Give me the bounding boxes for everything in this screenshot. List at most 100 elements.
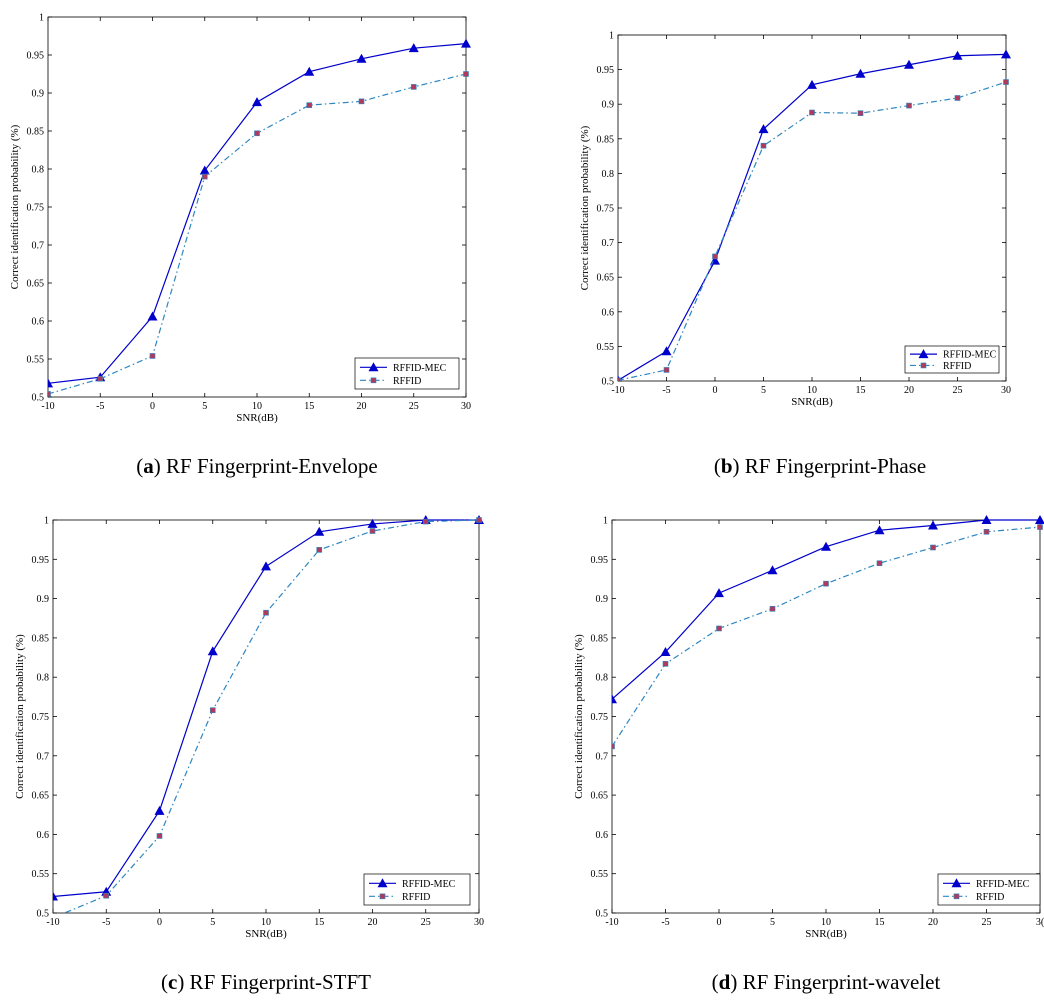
data-point bbox=[952, 50, 963, 60]
legend-marker bbox=[953, 893, 960, 900]
x-tick-label: 30 bbox=[474, 917, 484, 928]
x-tick-label: 15 bbox=[875, 917, 885, 928]
legend: RFFID-MEC RFFID bbox=[363, 873, 471, 906]
series-rffid bbox=[618, 79, 1009, 381]
y-tick-label: 0.85 bbox=[27, 127, 45, 138]
data-point bbox=[983, 528, 990, 535]
series-line bbox=[612, 526, 1041, 747]
data-point bbox=[1001, 49, 1011, 59]
x-tick-label: 30 bbox=[461, 401, 471, 412]
data-point bbox=[154, 805, 165, 815]
data-point bbox=[147, 311, 158, 321]
x-axis-label: SNR(dB) bbox=[245, 928, 287, 940]
data-point bbox=[714, 588, 724, 598]
series-line bbox=[48, 73, 467, 395]
legend-label: RFFID-MEC bbox=[976, 879, 1030, 890]
x-axis-label: SNR(dB) bbox=[805, 928, 847, 940]
x-tick-label: -10 bbox=[41, 401, 54, 412]
legend-marker bbox=[918, 349, 929, 359]
x-tick-label: 25 bbox=[953, 385, 963, 396]
data-point bbox=[306, 102, 313, 108]
y-tick-label: 0.8 bbox=[32, 165, 45, 176]
data-point bbox=[769, 606, 776, 612]
legend-marker bbox=[951, 878, 962, 888]
x-tick-label: 0 bbox=[717, 917, 722, 928]
x-tick-label: -5 bbox=[102, 917, 110, 928]
y-axis-label: Correct identification probability (%) bbox=[9, 124, 21, 289]
figure-caption: (c) RF Fingerprint-STFT bbox=[161, 970, 371, 994]
caption-text: ) RF Fingerprint-Phase bbox=[733, 454, 927, 478]
y-tick-label: 0.6 bbox=[37, 830, 50, 841]
y-tick-label: 0.75 bbox=[591, 712, 609, 723]
data-point bbox=[476, 517, 482, 523]
x-tick-label: 25 bbox=[982, 917, 992, 928]
y-tick-label: 0.95 bbox=[27, 51, 45, 62]
y-axis-label: Correct identification probability (%) bbox=[579, 125, 591, 290]
y-tick-label: 0.55 bbox=[597, 342, 615, 353]
legend: RFFID-MEC RFFID bbox=[937, 873, 1041, 906]
y-tick-label: 0.95 bbox=[32, 555, 50, 566]
plot-frame bbox=[52, 519, 480, 914]
series-rffid-mec bbox=[612, 515, 1044, 704]
series-rffid-mec bbox=[618, 49, 1011, 381]
series-rffid bbox=[62, 517, 482, 913]
data-point bbox=[261, 561, 271, 571]
y-axis-label: Correct identification probability (%) bbox=[14, 634, 26, 799]
x-axis-label: SNR(dB) bbox=[791, 396, 833, 408]
data-point bbox=[103, 892, 110, 899]
y-tick-label: 0.65 bbox=[591, 791, 609, 802]
data-point bbox=[821, 541, 831, 551]
data-point bbox=[463, 71, 469, 77]
y-tick-label: 0.7 bbox=[37, 751, 50, 762]
x-tick-label: 5 bbox=[761, 385, 766, 396]
x-tick-label: 20 bbox=[368, 917, 378, 928]
legend-box bbox=[354, 357, 460, 390]
x-tick-label: 15 bbox=[856, 385, 866, 396]
x-tick-label: 5 bbox=[770, 917, 775, 928]
data-point bbox=[422, 518, 429, 525]
x-tick-label: 20 bbox=[357, 401, 367, 412]
y-tick-label: 1 bbox=[603, 516, 608, 527]
x-tick-label: 5 bbox=[202, 401, 207, 412]
x-tick-label: -10 bbox=[605, 917, 618, 928]
x-tick-label: 25 bbox=[421, 917, 431, 928]
data-point bbox=[663, 367, 670, 373]
x-tick-label: 5 bbox=[210, 917, 215, 928]
legend-label: RFFID-MEC bbox=[393, 363, 447, 374]
data-point bbox=[408, 43, 419, 53]
data-point bbox=[1035, 515, 1044, 524]
data-point bbox=[767, 565, 778, 575]
data-point bbox=[874, 525, 885, 535]
data-point bbox=[356, 53, 367, 63]
legend-label: RFFID bbox=[943, 361, 971, 372]
x-tick-label: 20 bbox=[928, 917, 938, 928]
caption-text: ) RF Fingerprint-wavelet bbox=[730, 970, 940, 994]
data-point bbox=[369, 528, 376, 534]
series-line bbox=[618, 81, 1007, 381]
x-tick-label: 10 bbox=[807, 385, 817, 396]
y-tick-label: 0.8 bbox=[596, 673, 609, 684]
x-tick-label: -10 bbox=[46, 917, 59, 928]
data-point bbox=[807, 79, 817, 89]
legend-label: RFFID-MEC bbox=[943, 350, 997, 361]
y-tick-label: 0.7 bbox=[32, 241, 45, 252]
data-point bbox=[199, 165, 210, 175]
series-line bbox=[53, 519, 479, 898]
data-point bbox=[930, 544, 936, 551]
caption-letter: b bbox=[721, 454, 733, 478]
y-tick-label: 0.6 bbox=[602, 307, 615, 318]
x-tick-label: 15 bbox=[304, 401, 314, 412]
y-tick-label: 0.8 bbox=[37, 673, 50, 684]
x-axis-label: SNR(dB) bbox=[236, 412, 278, 424]
data-point bbox=[661, 346, 672, 356]
data-point bbox=[981, 515, 992, 524]
data-point bbox=[660, 647, 671, 657]
legend-marker bbox=[379, 893, 386, 900]
chart-panel-c: 0.5 0.55 0.6 0.65 0.7 0.75 0.8 0.85 0.9 0.95 1 -10 -… bbox=[14, 515, 484, 940]
data-point bbox=[809, 109, 815, 116]
data-point bbox=[48, 391, 51, 397]
series-rffid bbox=[48, 71, 469, 397]
caption-letter: c bbox=[168, 970, 177, 994]
legend-marker bbox=[368, 362, 379, 372]
